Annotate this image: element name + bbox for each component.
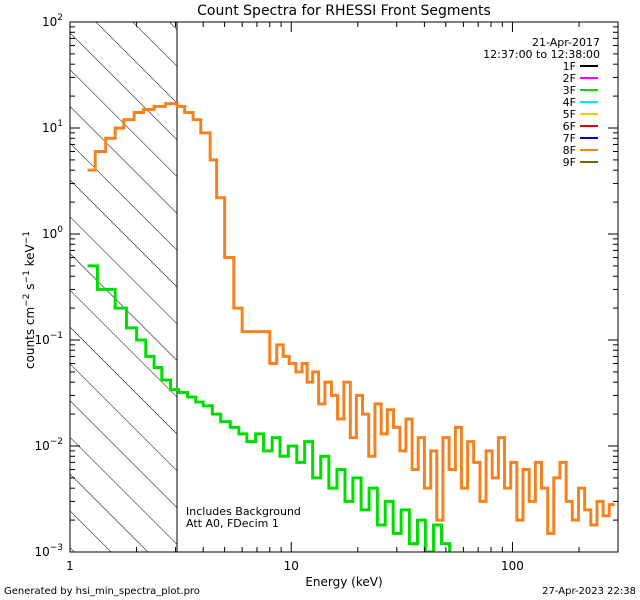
legend-label: 6F <box>563 120 576 133</box>
y-label-exp1: −2 <box>22 294 32 307</box>
series-layer <box>87 102 615 552</box>
legend-label: 8F <box>563 144 576 157</box>
y-label-exp2: −1 <box>22 270 32 283</box>
y-tick-label: 102 <box>42 13 63 29</box>
y-tick-label: 10−1 <box>34 331 63 347</box>
legend-label: 7F <box>563 132 576 145</box>
legend-label: 2F <box>563 72 576 85</box>
y-tick-label: 100 <box>42 225 63 241</box>
series-3F <box>87 264 452 552</box>
y-label-mid1: s <box>23 283 37 293</box>
note-attenuator: Att A0, FDecim 1 <box>186 517 279 530</box>
y-axis-label: counts cm−2 s−1 keV−1 <box>22 231 37 369</box>
legend-label: 1F <box>563 60 576 73</box>
x-tick-label: 100 <box>501 559 524 573</box>
legend-label: 5F <box>563 108 576 121</box>
footer-generated-by: Generated by hsi_min_spectra_plot.pro <box>4 586 200 597</box>
x-axis-label: Energy (keV) <box>305 575 382 589</box>
legend-label: 3F <box>563 84 576 97</box>
time-range-annotation: 12:37:00 to 12:38:00 <box>483 48 600 61</box>
y-label-mid2: keV <box>23 243 37 270</box>
note-background: Includes Background <box>186 505 301 518</box>
footer-timestamp: 27-Apr-2023 22:38 <box>542 586 636 597</box>
y-tick-label: 10−3 <box>34 543 63 559</box>
y-tick-label: 101 <box>42 119 63 135</box>
date-annotation: 21-Apr-2017 <box>532 36 600 49</box>
y-tick-label: 10−2 <box>34 437 63 453</box>
ticks-layer: 1 10 100 102 101 100 10−1 10−2 10−3 <box>34 13 619 573</box>
y-label-base: counts cm <box>23 307 37 369</box>
chart-title: Count Spectra for RHESSI Front Segments <box>197 3 491 19</box>
x-tick-label: 1 <box>66 559 74 573</box>
legend-label: 9F <box>563 156 576 169</box>
series-8F <box>87 102 615 535</box>
y-label-exp3: −1 <box>22 231 32 244</box>
plot-frame <box>69 21 619 553</box>
hatch-region <box>70 22 177 552</box>
x-tick-label: 10 <box>284 559 299 573</box>
legend-label: 4F <box>563 96 576 109</box>
